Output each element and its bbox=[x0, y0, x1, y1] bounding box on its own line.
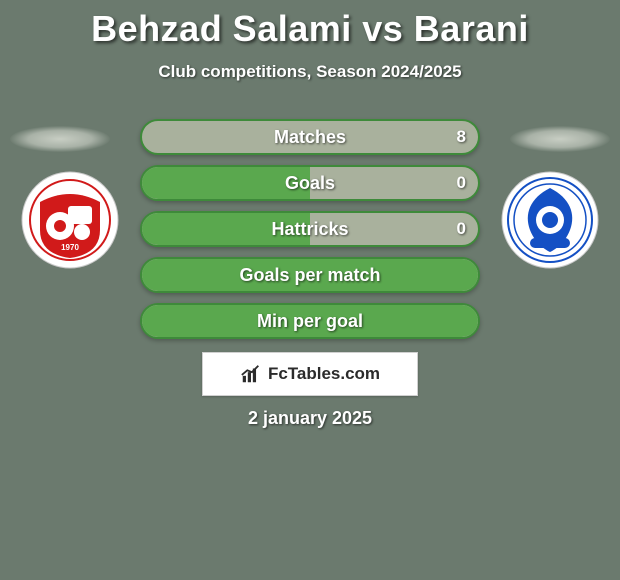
blue-club-logo-icon bbox=[500, 170, 600, 270]
club-logo-right bbox=[500, 170, 600, 270]
stat-label: Matches bbox=[142, 121, 478, 153]
stat-value-right: 0 bbox=[457, 167, 466, 199]
stat-bar-goals-per-match: Goals per match bbox=[140, 257, 480, 293]
date-label: 2 january 2025 bbox=[0, 408, 620, 429]
stat-label: Min per goal bbox=[142, 305, 478, 337]
stat-bar-matches: Matches 8 bbox=[140, 119, 480, 155]
stat-value-right: 0 bbox=[457, 213, 466, 245]
stat-label: Hattricks bbox=[142, 213, 478, 245]
player-halo-left bbox=[10, 126, 110, 152]
tractor-logo-icon: 1970 bbox=[20, 170, 120, 270]
stat-label: Goals per match bbox=[142, 259, 478, 291]
svg-text:1970: 1970 bbox=[61, 243, 79, 252]
page-subtitle: Club competitions, Season 2024/2025 bbox=[0, 62, 620, 82]
page-title: Behzad Salami vs Barani bbox=[0, 0, 620, 50]
club-logo-left: 1970 bbox=[20, 170, 120, 270]
brand-box[interactable]: FcTables.com bbox=[202, 352, 418, 396]
stats-bars: Matches 8 Goals 0 Hattricks 0 Goals per … bbox=[140, 119, 480, 349]
brand-label: FcTables.com bbox=[268, 364, 380, 384]
bar-chart-icon bbox=[240, 363, 262, 385]
stat-label: Goals bbox=[142, 167, 478, 199]
player-halo-right bbox=[510, 126, 610, 152]
stat-bar-min-per-goal: Min per goal bbox=[140, 303, 480, 339]
stat-value-right: 8 bbox=[457, 121, 466, 153]
stat-bar-goals: Goals 0 bbox=[140, 165, 480, 201]
stat-bar-hattricks: Hattricks 0 bbox=[140, 211, 480, 247]
